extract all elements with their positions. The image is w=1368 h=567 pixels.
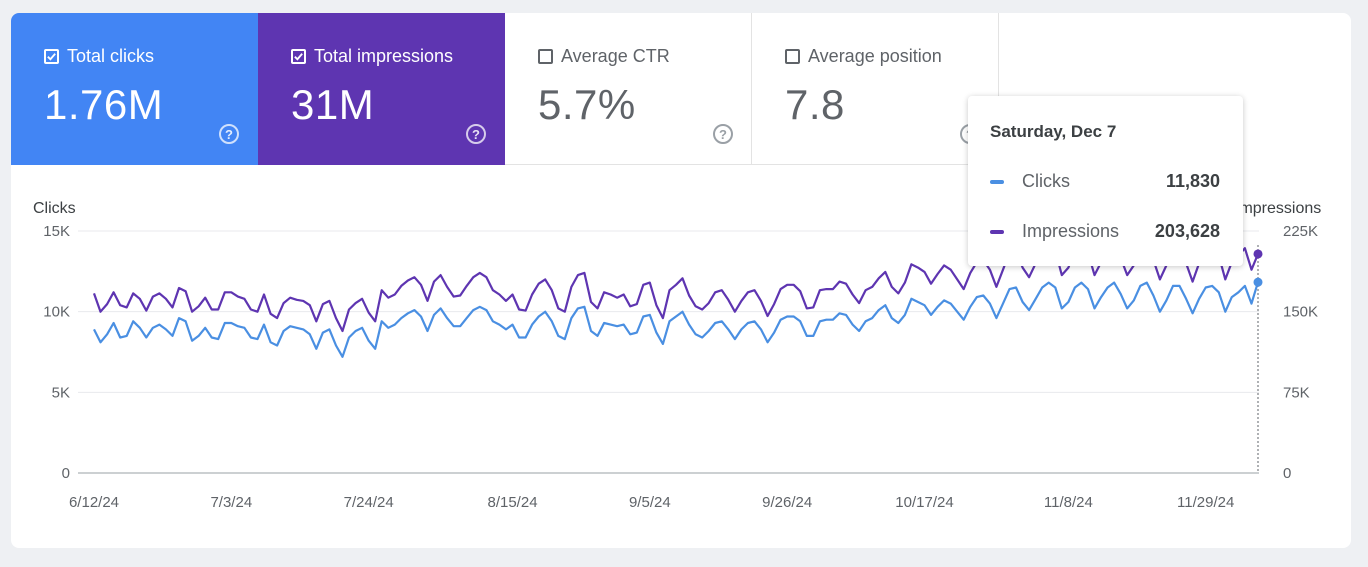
checkbox-checked-icon[interactable] [44,49,59,64]
left-axis-title: Clicks [33,200,76,217]
metric-tile-average-ctr[interactable]: Average CTR 5.7% ? [505,13,752,165]
x-tick-label: 11/8/24 [1044,494,1093,511]
checkbox-checked-icon[interactable] [291,49,306,64]
tooltip-series-value: 203,628 [1154,221,1220,241]
checkbox-unchecked-icon[interactable] [785,49,800,64]
y2-tick-label: 150K [1283,304,1318,321]
x-tick-label: 10/17/24 [895,494,953,511]
tooltip-series-name: Clicks [1022,171,1070,191]
metric-tile-total-clicks[interactable]: Total clicks 1.76M ? [11,13,258,165]
help-icon[interactable]: ? [219,124,239,144]
x-tick-label: 7/3/24 [210,494,252,511]
metric-tile-total-impressions[interactable]: Total impressions 31M ? [258,13,505,165]
tooltip-series-value: 11,830 [1165,171,1220,191]
y2-tick-label: 225K [1283,223,1318,240]
x-tick-label: 11/29/24 [1177,494,1234,511]
metric-value: 7.8 [785,81,845,128]
metric-value: 1.76M [44,81,164,128]
tooltip-row-impressions: Impressions 203,628 [990,221,1220,242]
clicks-legend-dash-icon [990,179,1004,184]
metric-tiles: Total clicks 1.76M ? Total impressions 3… [11,13,1351,165]
x-tick-label: 9/26/24 [762,494,812,511]
clicks-hover-point [1253,277,1263,287]
impressions-hover-point [1253,249,1263,259]
performance-chart[interactable]: 0 0 5K 75K 10K 150K 15K 225K 6/12/24 7/3/24 7/24/2… [11,13,1351,548]
y-tick-label: 0 [62,465,70,482]
impressions-legend-dash-icon [990,229,1004,234]
clicks-series-line [93,281,1260,358]
tooltip-series-name: Impressions [1022,221,1120,241]
tooltip-date: Saturday, Dec 7 [990,122,1117,141]
impressions-series-line [92,243,1260,333]
x-tick-label: 9/5/24 [629,494,671,511]
y-tick-label: 15K [43,223,70,240]
x-tick-label: 6/12/24 [69,494,119,511]
metric-value: 5.7% [538,81,636,128]
metric-label: Total clicks [67,46,155,66]
y-tick-label: 5K [52,384,70,401]
metric-label: Average position [808,46,942,66]
metric-label: Average CTR [561,46,670,66]
help-icon[interactable]: ? [466,124,486,144]
performance-card: Total clicks 1.76M ? Total impressions 3… [11,13,1351,548]
metric-label: Total impressions [314,46,454,66]
x-tick-label: 7/24/24 [344,494,394,511]
y2-tick-label: 0 [1283,465,1291,482]
metric-tile-average-position[interactable]: Average position 7.8 ? [752,13,999,165]
checkbox-unchecked-icon[interactable] [538,49,553,64]
x-tick-label: 8/15/24 [487,494,537,511]
right-axis-title: Impressions [1235,200,1322,217]
metric-value: 31M [291,81,375,128]
y-tick-label: 10K [43,304,70,321]
help-icon[interactable]: ? [713,124,733,144]
tooltip-row-clicks: Clicks 11,830 [990,171,1220,192]
chart-tooltip: Saturday, Dec 7 Clicks 11,830 Impression… [968,96,1243,266]
y2-tick-label: 75K [1283,384,1310,401]
